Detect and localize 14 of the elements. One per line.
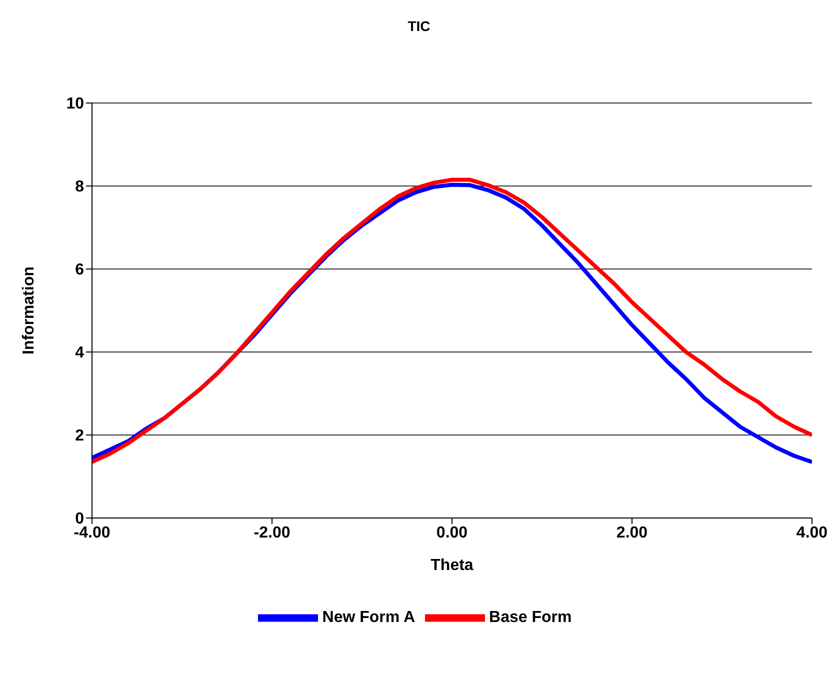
y-tick-label: 6 [75,262,84,279]
y-tick-label: 8 [75,178,84,196]
x-tick-label: 0.00 [436,524,468,542]
x-tick-label: -2.00 [254,524,290,542]
x-axis-title: Theta [430,557,474,574]
y-axis-title: Information [20,266,38,354]
x-tick-label: 2.00 [616,524,648,542]
chart-title: TIC [406,17,432,36]
y-tick-label: 4 [75,344,84,362]
y-tick-label: 2 [75,428,84,445]
x-tick-label: 4.00 [796,524,828,542]
y-tick-label: 10 [66,96,84,113]
legend-label: Base Form [489,609,572,626]
legend-label: New Form A [322,609,416,626]
